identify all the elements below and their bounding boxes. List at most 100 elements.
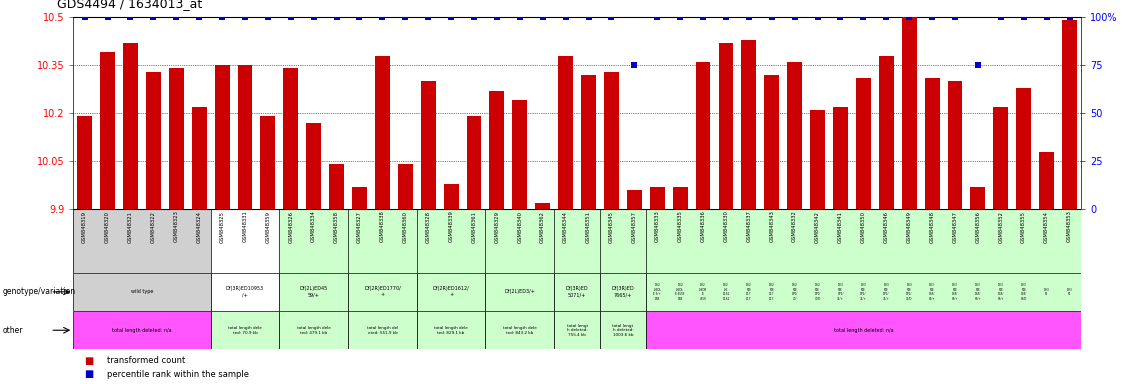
Bar	[600, 209, 623, 273]
Text: Df(2
R)E
D70/
70/D: Df(2 R)E D70/ 70/D	[814, 283, 821, 301]
Text: Df(3
R)E
D71/
71/+: Df(3 R)E D71/ 71/+	[837, 283, 843, 301]
Bar	[188, 209, 211, 273]
Bar	[257, 209, 279, 273]
Bar	[554, 209, 577, 273]
Bar	[741, 40, 757, 209]
Bar	[512, 101, 527, 209]
Point	[99, 14, 117, 20]
Bar	[531, 209, 554, 273]
Bar	[944, 209, 966, 273]
Bar	[784, 209, 806, 273]
Point	[1061, 14, 1079, 20]
Bar	[646, 311, 1081, 349]
Point	[877, 14, 895, 20]
Point	[580, 14, 598, 20]
Bar	[142, 209, 164, 273]
Text: wild type: wild type	[131, 289, 153, 295]
Point	[374, 14, 392, 20]
Text: GSM848332: GSM848332	[793, 210, 797, 242]
Bar	[577, 209, 600, 273]
Text: total lengt
h deleted:
755.4 kb: total lengt h deleted: 755.4 kb	[566, 324, 588, 337]
Point	[900, 14, 918, 20]
Bar	[417, 273, 485, 311]
Text: total lengt
h deleted:
1003.6 kb: total lengt h deleted: 1003.6 kb	[613, 324, 634, 337]
Bar	[78, 116, 92, 209]
Text: GSM848349: GSM848349	[906, 210, 912, 243]
Text: GSM848358: GSM848358	[334, 210, 339, 243]
Text: GSM848352: GSM848352	[999, 210, 1003, 243]
Point	[259, 14, 277, 20]
Point	[992, 14, 1010, 20]
Bar	[833, 107, 848, 209]
Bar	[554, 311, 600, 349]
Bar	[1058, 209, 1081, 273]
Bar	[352, 187, 367, 209]
Bar	[348, 273, 417, 311]
Text: GSM848350: GSM848350	[861, 210, 866, 243]
Bar	[100, 53, 115, 209]
Bar	[329, 164, 345, 209]
Point	[190, 14, 208, 20]
Bar	[146, 72, 161, 209]
Bar	[73, 311, 211, 349]
Text: Df(3R)ED
7665/+: Df(3R)ED 7665/+	[611, 286, 634, 297]
Text: total length dele
ted: 70.9 kb: total length dele ted: 70.9 kb	[229, 326, 262, 334]
Text: Df(3
R)E
D65/
65/+: Df(3 R)E D65/ 65/+	[998, 283, 1004, 301]
Point	[786, 14, 804, 20]
Text: GSM848356: GSM848356	[975, 210, 981, 243]
Text: GSM848322: GSM848322	[151, 210, 155, 243]
Point	[762, 14, 780, 20]
Point	[168, 14, 186, 20]
Bar	[485, 311, 554, 349]
Bar	[581, 75, 596, 209]
Bar	[375, 56, 390, 209]
Text: Df(2R)ED1770/
+: Df(2R)ED1770/ +	[364, 286, 401, 297]
Bar	[993, 107, 1008, 209]
Bar	[738, 209, 760, 273]
Text: ■: ■	[84, 356, 93, 366]
Bar	[417, 209, 439, 273]
Bar	[806, 209, 829, 273]
Bar	[439, 209, 463, 273]
Bar	[558, 56, 573, 209]
Text: GSM848335: GSM848335	[678, 210, 682, 242]
Text: GSM848334: GSM848334	[311, 210, 316, 242]
Point	[305, 14, 323, 20]
Text: Df(2
R)E
D70/
70/: Df(2 R)E D70/ 70/	[792, 283, 798, 301]
Point	[831, 14, 849, 20]
Text: total length deleted: n/a: total length deleted: n/a	[113, 328, 171, 333]
Point	[855, 14, 873, 20]
Bar	[1039, 152, 1054, 209]
Text: GSM848327: GSM848327	[357, 210, 361, 243]
Text: other: other	[2, 326, 23, 335]
Text: GSM848333: GSM848333	[654, 210, 660, 242]
Text: total length dele
ted: 479.1 kb: total length dele ted: 479.1 kb	[297, 326, 331, 334]
Text: GSM848346: GSM848346	[884, 210, 888, 243]
Text: GSM848345: GSM848345	[609, 210, 614, 243]
Bar	[715, 209, 738, 273]
Point	[1015, 14, 1033, 20]
Text: genotype/variation: genotype/variation	[2, 287, 75, 296]
Point	[534, 14, 552, 20]
Point	[350, 14, 368, 20]
Bar	[897, 209, 921, 273]
Point	[968, 62, 986, 68]
Bar	[466, 116, 482, 209]
Bar	[211, 273, 279, 311]
Text: GSM848361: GSM848361	[472, 210, 476, 243]
Text: Df(3
R): Df(3 R)	[1044, 288, 1049, 296]
Text: GSM848319: GSM848319	[82, 210, 87, 243]
Bar	[279, 209, 302, 273]
Text: total length del
eted: 551.9 kb: total length del eted: 551.9 kb	[367, 326, 397, 334]
Text: GSM848331: GSM848331	[242, 210, 248, 242]
Bar	[669, 209, 691, 273]
Bar	[302, 209, 325, 273]
Bar	[215, 65, 230, 209]
Bar	[535, 203, 551, 209]
Text: Df(2R)ED1612/
+: Df(2R)ED1612/ +	[432, 286, 470, 297]
Text: GSM848353: GSM848353	[1067, 210, 1072, 242]
Bar	[646, 209, 669, 273]
Text: GSM848342: GSM848342	[815, 210, 820, 243]
Point	[808, 14, 826, 20]
Text: Df(3
R)E
D71/
71/D: Df(3 R)E D71/ 71/D	[906, 283, 912, 301]
